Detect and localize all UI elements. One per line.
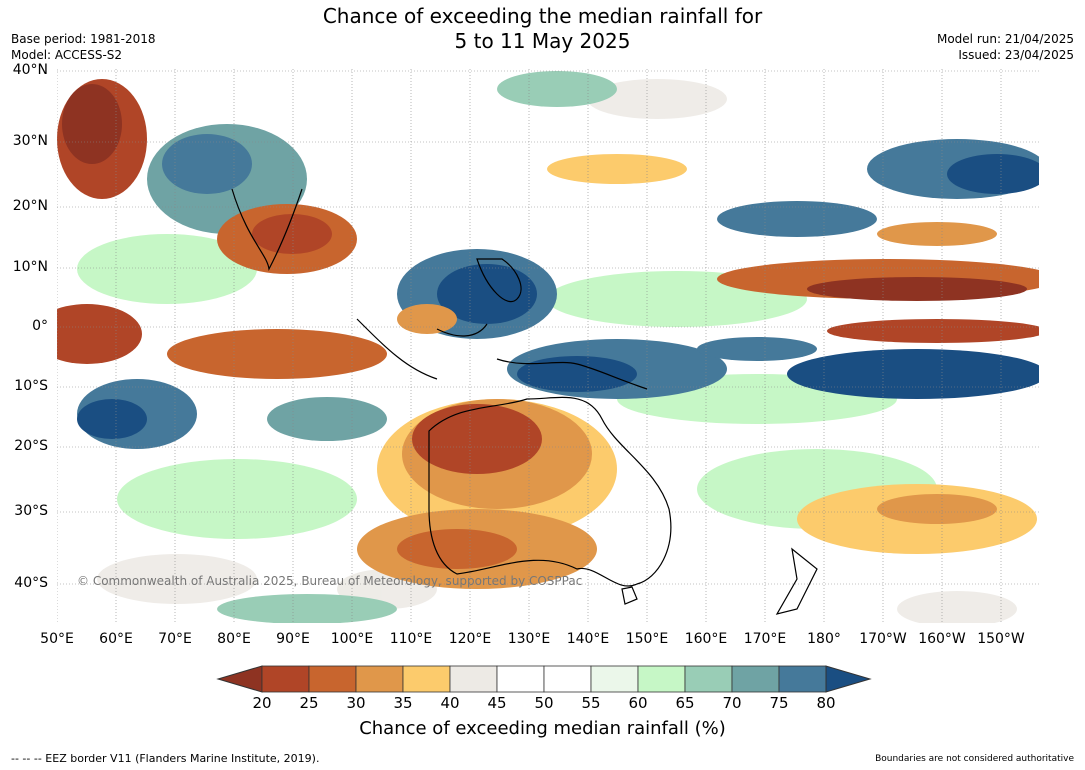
colorbar-tick-label: 20 bbox=[252, 694, 272, 712]
colorbar-tick-label: 50 bbox=[534, 694, 554, 712]
colorbar-tick-label: 40 bbox=[440, 694, 460, 712]
lon-label: 110°E bbox=[389, 631, 433, 647]
colorbar-tick-label: 60 bbox=[628, 694, 648, 712]
colorbar-swatch bbox=[778, 665, 827, 693]
eez-note: -- -- -- EEZ border V11 (Flanders Marine… bbox=[11, 752, 320, 765]
lon-label: 90°E bbox=[276, 631, 310, 647]
colorbar-swatch bbox=[496, 665, 545, 693]
lat-label: 20°S bbox=[14, 438, 48, 454]
colorbar-swatch bbox=[543, 665, 592, 693]
title-line-1: Chance of exceeding the median rainfall … bbox=[322, 4, 763, 28]
colorbar-svg bbox=[216, 665, 872, 693]
colorbar-swatch bbox=[402, 665, 451, 693]
dry-patches bbox=[57, 79, 1039, 589]
colorbar-swatch bbox=[355, 665, 404, 693]
colorbar-tick-label: 35 bbox=[393, 694, 413, 712]
lon-label: 80°E bbox=[217, 631, 251, 647]
map-svg bbox=[57, 69, 1039, 623]
colorbar-label: Chance of exceeding median rainfall (%) bbox=[359, 718, 726, 739]
lon-label: 100°E bbox=[330, 631, 374, 647]
lon-label: 120°E bbox=[448, 631, 492, 647]
base-period: Base period: 1981-2018 bbox=[11, 32, 156, 46]
colorbar-swatch bbox=[308, 665, 357, 693]
colorbar-swatch bbox=[684, 665, 733, 693]
lon-label: 140°E bbox=[566, 631, 610, 647]
run-info: Model run: 21/04/2025 Issued: 23/04/2025 bbox=[937, 31, 1074, 63]
lon-label: 170°E bbox=[743, 631, 787, 647]
lon-label: 130°E bbox=[507, 631, 551, 647]
title-line-2: 5 to 11 May 2025 bbox=[454, 29, 631, 53]
lon-label: 70°E bbox=[158, 631, 192, 647]
coastlines bbox=[231, 188, 818, 615]
lat-label: 40°N bbox=[12, 62, 48, 78]
lat-label: 30°N bbox=[12, 133, 48, 149]
colorbar-swatch bbox=[449, 665, 498, 693]
colorbar-swatch bbox=[590, 665, 639, 693]
colorbar-tick-label: 45 bbox=[487, 694, 507, 712]
model-name: Model: ACCESS-S2 bbox=[11, 48, 123, 62]
lat-label: 10°N bbox=[12, 259, 48, 275]
model-run: Model run: 21/04/2025 bbox=[936, 32, 1074, 46]
colorbar-tick-label: 75 bbox=[769, 694, 789, 712]
lon-label: 180° bbox=[807, 631, 841, 647]
lat-label: 40°S bbox=[14, 575, 48, 591]
colorbar-tick-label: 65 bbox=[675, 694, 695, 712]
colorbar bbox=[210, 660, 875, 700]
colorbar-swatch bbox=[261, 665, 310, 693]
colorbar-tick-label: 80 bbox=[816, 694, 836, 712]
colorbar-tick-label: 25 bbox=[299, 694, 319, 712]
graticule bbox=[57, 69, 1039, 623]
lon-label: 150°W bbox=[977, 631, 1025, 647]
lat-label: 0° bbox=[32, 318, 48, 334]
lon-label: 160°E bbox=[684, 631, 728, 647]
lon-label: 50°E bbox=[40, 631, 74, 647]
colorbar-tick-label: 55 bbox=[581, 694, 601, 712]
lon-label: 170°W bbox=[859, 631, 907, 647]
lon-label: 60°E bbox=[99, 631, 133, 647]
colorbar-arrow-low bbox=[216, 665, 263, 693]
colorbar-tick-label: 70 bbox=[722, 694, 742, 712]
colorbar-swatch bbox=[637, 665, 686, 693]
lat-label: 10°S bbox=[14, 378, 48, 394]
colorbar-arrow-high bbox=[825, 665, 872, 693]
copyright-notice: © Commonwealth of Australia 2025, Bureau… bbox=[77, 574, 583, 588]
lat-label: 20°N bbox=[12, 198, 48, 214]
base-info: Base period: 1981-2018 Model: ACCESS-S2 bbox=[11, 31, 156, 63]
issued-date: Issued: 23/04/2025 bbox=[958, 48, 1074, 62]
lon-label: 150°E bbox=[625, 631, 669, 647]
lon-label: 160°W bbox=[918, 631, 966, 647]
colorbar-swatch bbox=[731, 665, 780, 693]
colorbar-tick-label: 30 bbox=[346, 694, 366, 712]
lat-label: 30°S bbox=[14, 503, 48, 519]
map-title: Chance of exceeding the median rainfall … bbox=[0, 4, 1085, 54]
rainfall-map bbox=[57, 69, 1039, 623]
disclaimer: Boundaries are not considered authoritat… bbox=[875, 754, 1074, 764]
